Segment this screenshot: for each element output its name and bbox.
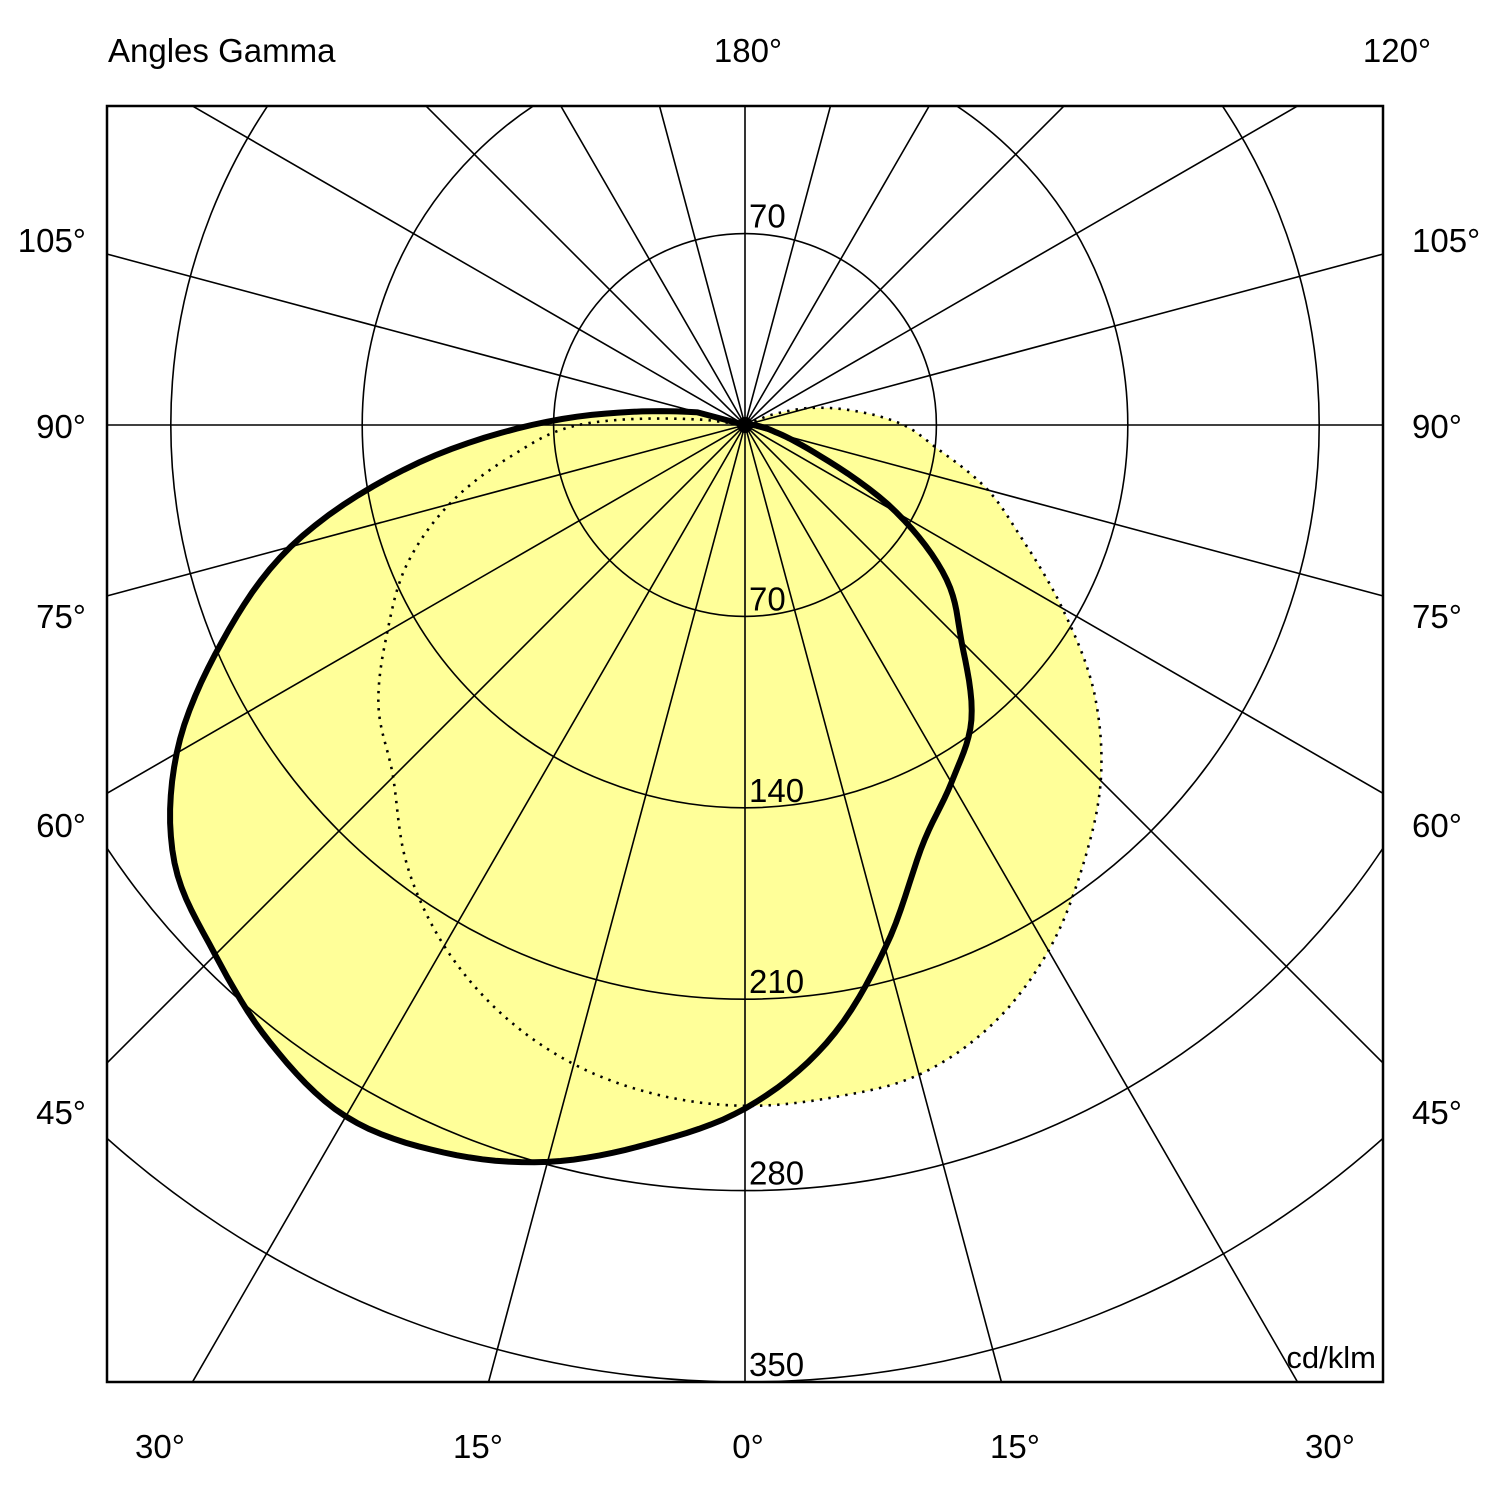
angle-label-left-45: 45° (36, 1094, 86, 1131)
dotted-curve (376, 406, 1103, 1108)
radial-tick-label-210: 210 (749, 963, 804, 1000)
angle-label-left-105: 105° (18, 222, 86, 259)
angle-label-left-90: 90° (36, 408, 86, 445)
radial-tick-label-350: 350 (749, 1346, 804, 1383)
radial-tick-label-280: 280 (749, 1155, 804, 1192)
angle-label-left-60: 60° (36, 807, 86, 844)
angle-label-bottom-15-right: 15° (990, 1428, 1040, 1465)
radial-tick-labels: 70 70 140 210 280 350 (749, 198, 804, 1383)
radial-tick-label-70: 70 (749, 198, 786, 235)
angle-label-bottom-0: 0° (732, 1428, 764, 1465)
radial-tick-label-140: 140 (749, 772, 804, 809)
angle-label-left-75: 75° (36, 598, 86, 635)
curve-origin-dot (737, 417, 753, 433)
angle-label-top-120: 120° (1363, 32, 1431, 69)
solid-curve (167, 408, 975, 1166)
dotted-curve-fill (378, 407, 1102, 1106)
angle-label-right-60: 60° (1412, 807, 1462, 844)
angle-label-bottom-30-right: 30° (1305, 1428, 1355, 1465)
radial-tick-label-70: 70 (749, 580, 786, 617)
angle-label-right-45: 45° (1412, 1094, 1462, 1131)
curves-layer (167, 406, 1103, 1166)
angle-label-right-75: 75° (1412, 598, 1462, 635)
labels-layer: Angles Gamma 180° 120° 105° 90° 75° 60° … (18, 32, 1481, 1465)
angle-label-right-90: 90° (1412, 408, 1462, 445)
unit-label: cd/klm (1286, 1340, 1376, 1375)
chart-title: Angles Gamma (108, 32, 336, 69)
angle-label-bottom-15-left: 15° (453, 1428, 503, 1465)
plot-border (105, 104, 1385, 1384)
angle-label-top-180: 180° (714, 32, 782, 69)
angle-label-bottom-30-left: 30° (135, 1428, 185, 1465)
angle-label-right-105: 105° (1412, 222, 1480, 259)
intensity-fill-layer (170, 407, 1102, 1163)
